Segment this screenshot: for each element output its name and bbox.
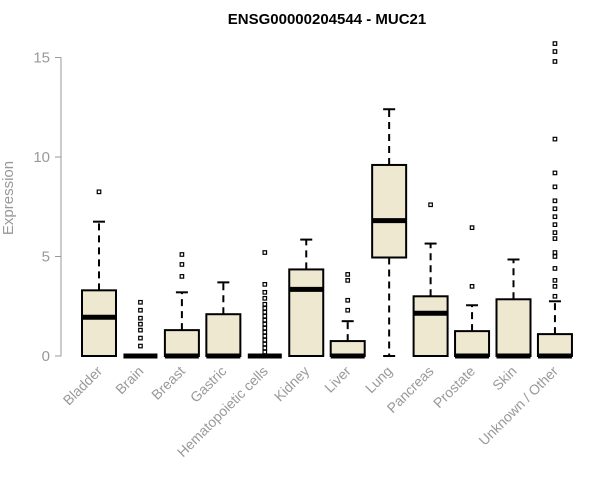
outlier-6-3 <box>345 272 351 277</box>
box-11 <box>536 41 573 359</box>
outlier-11-10 <box>552 206 558 212</box>
category-label-2: Breast <box>148 363 188 403</box>
outlier-1-1 <box>138 335 143 341</box>
category-label-9: Prostate <box>430 363 478 411</box>
outlier-9-0 <box>469 284 475 289</box>
box-body-5 <box>288 268 325 357</box>
outlier-6-2 <box>345 278 351 283</box>
outlier-4-3 <box>262 337 268 343</box>
outlier-11-0 <box>552 293 558 299</box>
outlier-11-16 <box>552 49 558 54</box>
outlier-1-3 <box>138 321 143 327</box>
outlier-1-6 <box>138 299 143 305</box>
box-body-8 <box>412 295 449 357</box>
outlier-4-4 <box>262 333 268 339</box>
outlier-4-13 <box>262 295 268 301</box>
outlier-4-12 <box>262 301 268 307</box>
outlier-4-11 <box>262 305 268 311</box>
box-4 <box>247 250 282 359</box>
outlier-4-15 <box>262 282 268 287</box>
chart-title: ENSG00000204544 - MUC21 <box>228 11 426 28</box>
outlier-11-6 <box>552 236 558 241</box>
boxes-layer <box>81 41 573 359</box>
outlier-4-0 <box>262 349 268 355</box>
box-10 <box>495 258 532 359</box>
outlier-11-15 <box>552 59 558 64</box>
outlier-11-2 <box>552 278 558 283</box>
outlier-6-0 <box>345 307 351 313</box>
box-body-11 <box>536 333 573 357</box>
y-axis: 0 5 10 15 <box>33 50 62 365</box>
outlier-4-1 <box>262 345 268 351</box>
box-body-2 <box>163 329 200 358</box>
outlier-9-1 <box>469 225 475 230</box>
category-label-0: Bladder <box>60 363 106 409</box>
outlier-11-9 <box>552 214 558 220</box>
box-5 <box>288 238 325 357</box>
outlier-0-0 <box>96 189 102 195</box>
outlier-4-14 <box>262 289 268 295</box>
outlier-8-0 <box>428 202 433 208</box>
outlier-11-11 <box>552 198 558 204</box>
category-label-6: Liver <box>321 363 354 396</box>
y-tick-label-1: 5 <box>42 249 50 266</box>
outlier-4-10 <box>262 309 268 315</box>
box-body-7 <box>371 163 408 259</box>
outlier-11-17 <box>552 41 558 46</box>
outlier-2-0 <box>179 274 185 279</box>
y-tick-label-0: 0 <box>42 348 50 365</box>
outlier-11-1 <box>552 284 558 289</box>
outlier-4-7 <box>262 321 268 327</box>
box-3 <box>205 281 242 359</box>
box-1 <box>123 299 158 359</box>
outlier-1-0 <box>138 343 143 349</box>
box-2 <box>163 252 200 359</box>
outlier-11-13 <box>552 170 558 176</box>
y-tick-label-3: 15 <box>33 50 50 67</box>
box-0 <box>81 189 117 357</box>
box-body-10 <box>495 298 532 358</box>
box-body-9 <box>454 330 491 357</box>
outlier-11-14 <box>552 136 558 142</box>
outlier-4-5 <box>262 329 268 335</box>
outlier-11-8 <box>552 222 558 228</box>
outlier-4-16 <box>262 250 268 255</box>
outlier-2-2 <box>179 252 185 257</box>
y-tick-label-2: 10 <box>33 149 50 166</box>
y-axis-label: Expression <box>0 161 17 235</box>
outlier-11-3 <box>552 266 558 271</box>
box-8 <box>412 202 449 357</box>
outlier-1-2 <box>138 327 143 333</box>
category-label-11: Unknown / Other <box>475 363 561 449</box>
box-body-0 <box>81 289 117 357</box>
outlier-4-6 <box>262 325 268 331</box>
outlier-11-5 <box>552 250 558 255</box>
category-label-7: Lung <box>362 363 395 396</box>
category-label-10: Skin <box>489 363 520 394</box>
category-label-1: Brain <box>112 363 146 397</box>
box-7 <box>371 108 408 357</box>
outlier-11-12 <box>552 184 558 190</box>
box-body-3 <box>205 313 242 357</box>
box-9 <box>454 225 491 359</box>
outlier-11-4 <box>552 254 558 259</box>
outlier-4-9 <box>262 313 268 319</box>
outlier-4-2 <box>262 341 268 347</box>
outlier-1-4 <box>138 315 143 321</box>
outlier-6-1 <box>345 297 351 303</box>
outlier-2-1 <box>179 262 185 267</box>
box-6 <box>329 272 366 359</box>
outlier-4-8 <box>262 317 268 323</box>
category-label-5: Kidney <box>271 363 313 405</box>
outlier-11-7 <box>552 230 558 235</box>
outlier-1-5 <box>138 307 143 313</box>
